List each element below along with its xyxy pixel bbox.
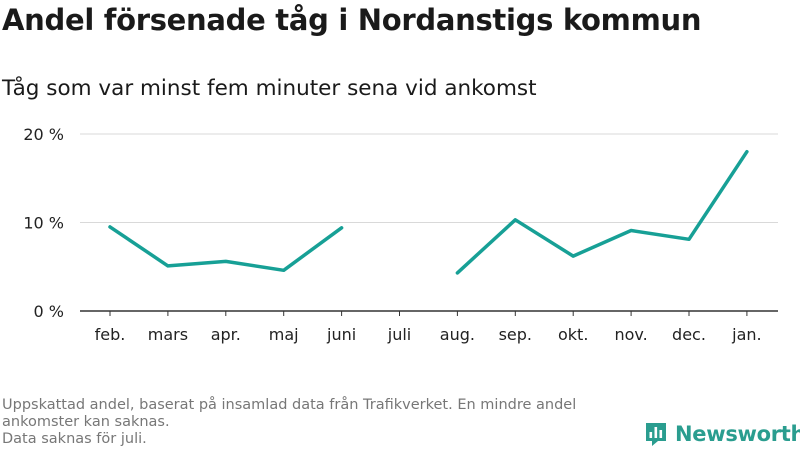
x-tick-label: feb. bbox=[95, 325, 126, 344]
footnote-line-2: ankomster kan saknas. bbox=[2, 414, 170, 430]
x-tick-label: okt. bbox=[558, 325, 588, 344]
brand-logo: Newsworthy bbox=[644, 420, 800, 448]
x-tick-label: juni bbox=[326, 325, 356, 344]
footnote-line-3: Data saknas för juli. bbox=[2, 431, 147, 447]
x-tick-label: aug. bbox=[440, 325, 475, 344]
x-tick-label: nov. bbox=[614, 325, 647, 344]
footnote-line-1: Uppskattad andel, baserat på insamlad da… bbox=[2, 397, 577, 413]
series-line-segment bbox=[108, 225, 344, 273]
x-tick-label: dec. bbox=[672, 325, 706, 344]
grid-layer bbox=[80, 133, 778, 312]
y-axis: 0 % 10 % 20 % bbox=[23, 125, 64, 321]
series-layer bbox=[108, 149, 749, 275]
bar-chart-logo-icon bbox=[646, 423, 666, 446]
x-axis: feb. mars apr. maj juni juli aug. sep. okt. nov. d… bbox=[95, 311, 762, 344]
line-chart: 0 % 10 % 20 % feb. mars apr. maj juni juli aug. s… bbox=[23, 125, 778, 344]
y-tick-label: 20 % bbox=[23, 125, 64, 144]
series-line-segment bbox=[455, 149, 749, 275]
x-tick-label: mars bbox=[148, 325, 188, 344]
x-tick-label: juli bbox=[387, 325, 411, 344]
brand-name: Newsworthy bbox=[675, 422, 800, 446]
chart-subtitle: Tåg som var minst fem minuter sena vid a… bbox=[2, 76, 537, 101]
y-tick-label: 0 % bbox=[34, 302, 64, 321]
x-tick-label: sep. bbox=[499, 325, 532, 344]
x-tick-label: jan. bbox=[731, 325, 761, 344]
footnote: Uppskattad andel, baserat på insamlad da… bbox=[2, 397, 642, 448]
chart-title: Andel försenade tåg i Nordanstigs kommun bbox=[2, 3, 702, 37]
x-tick-label: apr. bbox=[211, 325, 241, 344]
y-tick-label: 10 % bbox=[23, 214, 64, 233]
x-tick-label: maj bbox=[269, 325, 299, 344]
